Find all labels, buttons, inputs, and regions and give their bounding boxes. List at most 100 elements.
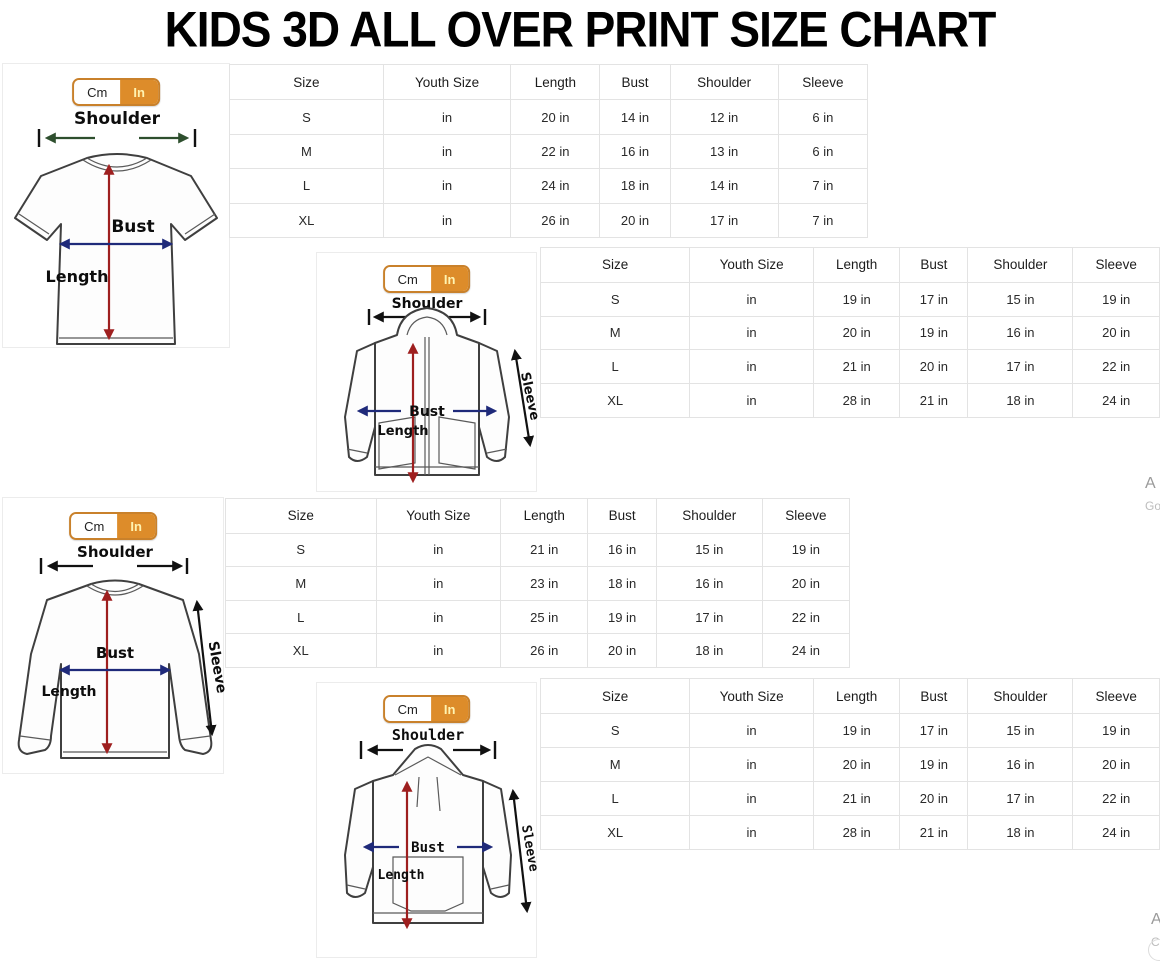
table-cell: S [541,281,690,316]
table-cell: 20 in [899,781,968,815]
table-cell: 19 in [812,713,900,747]
table-cell: in [689,713,813,747]
column-header: Bust [587,499,656,533]
table-cell: 26 in [510,202,600,238]
tshirt-diagram-panel: Cm In Shoulder Bust Length [2,63,230,348]
table-cell: in [689,281,813,316]
bust-label: Bust [411,840,445,856]
table-cell: 6 in [777,99,867,134]
table-cell: 20 in [510,99,600,134]
table-cell: in [382,168,511,203]
bust-label: Bust [96,644,134,662]
shoulder-label: Shoulder [392,727,464,744]
table-cell: in [375,566,501,600]
clipped-overlay-text-top: A Go [1145,472,1160,520]
long-sleeve-diagram: Shoulder Bust Length Sleeve [17,544,225,759]
column-header: Sleeve [1072,248,1159,282]
table-cell: 28 in [812,383,900,417]
table-cell: S [230,99,383,133]
table-cell: 18 in [967,383,1073,417]
bust-label: Bust [111,217,154,237]
table-cell: XL [541,383,690,417]
table-cell: 18 in [655,633,762,667]
table-cell: 17 in [899,713,968,747]
length-label: Length [377,424,428,439]
pullover-hoodie-diagram-panel: Cm In Shoulder Bust Length Sleeve [316,682,538,958]
table-row: XL in 28 in 21 in 18 in 24 in [541,815,1159,849]
unit-toggle[interactable]: Cm In [72,78,160,106]
cm-toggle-button[interactable]: Cm [384,267,431,291]
table-cell: 17 in [669,202,778,238]
column-header: Shoulder [967,248,1072,282]
column-header: Sleeve [1072,679,1159,713]
shoulder-label: Shoulder [77,544,154,561]
column-header: Size [287,508,314,524]
table-cell: XL [541,815,690,849]
clipped-letter: A [1151,911,1160,928]
cm-toggle-button[interactable]: Cm [71,514,118,538]
table-cell: 15 in [967,281,1073,316]
cm-toggle-button[interactable]: Cm [384,697,431,721]
table-cell: 21 in [899,815,968,849]
table-cell: 19 in [1072,281,1159,316]
column-header: Length [500,499,587,533]
table-cell: in [689,349,813,384]
cm-toggle-button[interactable]: Cm [74,80,121,104]
table-cell: in [689,383,813,417]
table-cell: in [375,599,501,634]
unit-toggle[interactable]: Cm In [382,695,471,723]
column-header: Shoulder [967,679,1072,713]
table-cell: L [541,349,690,383]
table-cell: 20 in [812,315,900,350]
pullover-hoodie-diagram: Shoulder Bust Length Sleeve [344,727,538,930]
table-header-row: Size Youth Size Length Bust Shoulder Sleeve [230,65,867,100]
table-cell: 20 in [1072,747,1159,781]
table-cell: 19 in [761,532,849,567]
table-cell: 28 in [812,815,900,849]
column-header: Size [293,74,320,90]
unit-toggle[interactable]: Cm In [69,512,157,540]
table-cell: 24 in [1072,815,1159,849]
table-cell: 12 in [669,99,778,134]
in-toggle-button[interactable]: In [120,80,158,104]
shoulder-label: Shoulder [74,110,161,129]
table-cell: XL [230,202,383,237]
table-cell: 24 in [1072,383,1159,417]
unit-toggle[interactable]: Cm In [382,265,471,293]
table-cell: 14 in [669,168,778,203]
table-cell: 15 in [967,713,1073,747]
table-cell: 21 in [812,781,900,815]
table-cell: S [541,713,690,747]
table-cell: 7 in [777,202,867,238]
table-cell: 22 in [761,599,849,634]
in-toggle-button[interactable]: In [430,267,469,291]
zip-hoodie-diagram: Shoulder Bust Length Sleeve [344,297,538,484]
column-header: Length [812,248,900,282]
table-header-row: Size Youth Size Length Bust Shoulder Sleeve [226,499,849,533]
table-cell: L [226,599,376,634]
column-header: Size [602,688,629,704]
table-cell: 19 in [899,315,968,350]
table-cell: in [689,815,813,849]
table-cell: 17 in [655,599,762,634]
clipped-letter: Go [1145,498,1160,513]
in-toggle-button[interactable]: In [117,514,155,538]
table-cell: 16 in [655,566,762,600]
long-sleeve-diagram-panel: Cm In Shoulder Bust Length Sleeve [2,497,225,774]
table-cell: 19 in [1072,713,1159,747]
table-cell: 20 in [587,633,656,667]
table-cell: 24 in [761,633,849,667]
in-toggle-button[interactable]: In [430,697,469,721]
table-cell: S [226,532,376,567]
table-cell: 14 in [599,99,670,134]
